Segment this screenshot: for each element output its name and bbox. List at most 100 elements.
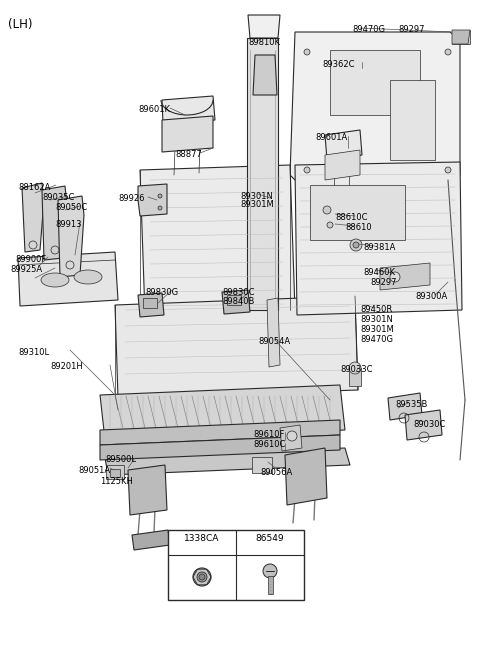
- Text: 89913: 89913: [55, 220, 82, 229]
- Text: 89033C: 89033C: [340, 365, 372, 374]
- Bar: [106, 465, 124, 479]
- Text: 89297: 89297: [370, 278, 396, 287]
- Text: 89601A: 89601A: [315, 133, 347, 142]
- Circle shape: [304, 167, 310, 173]
- Text: 89900F: 89900F: [15, 255, 46, 264]
- Circle shape: [304, 49, 310, 55]
- Polygon shape: [62, 242, 82, 280]
- Polygon shape: [452, 30, 470, 44]
- Text: 89201H: 89201H: [50, 362, 83, 371]
- Circle shape: [445, 167, 451, 173]
- Ellipse shape: [41, 273, 69, 287]
- Polygon shape: [290, 32, 460, 180]
- Text: 89301N: 89301N: [360, 315, 393, 324]
- Circle shape: [327, 222, 333, 228]
- Circle shape: [197, 572, 207, 582]
- Ellipse shape: [74, 270, 102, 284]
- Polygon shape: [42, 186, 67, 260]
- Bar: [452, 30, 470, 44]
- Polygon shape: [140, 165, 295, 315]
- Bar: [227, 295, 241, 305]
- Circle shape: [353, 242, 359, 248]
- Polygon shape: [222, 290, 250, 314]
- Text: 88877: 88877: [175, 150, 202, 159]
- Text: 1338CA: 1338CA: [184, 534, 220, 543]
- Text: 89610C: 89610C: [253, 440, 286, 449]
- Text: 89300A: 89300A: [415, 292, 447, 301]
- Text: 89301M: 89301M: [240, 200, 274, 209]
- Circle shape: [445, 49, 451, 55]
- Polygon shape: [247, 38, 278, 310]
- Polygon shape: [285, 448, 327, 505]
- Circle shape: [263, 564, 277, 578]
- Text: 88162A: 88162A: [18, 183, 50, 192]
- Polygon shape: [100, 385, 345, 440]
- Polygon shape: [325, 130, 362, 160]
- Bar: [349, 368, 361, 386]
- Polygon shape: [105, 448, 350, 475]
- Bar: [310, 185, 405, 240]
- Text: 89830G: 89830G: [145, 288, 178, 297]
- Circle shape: [349, 362, 361, 374]
- Bar: [168, 530, 304, 600]
- Text: 89610F: 89610F: [253, 430, 284, 439]
- Circle shape: [199, 574, 205, 580]
- Text: 89840B: 89840B: [222, 297, 254, 306]
- Text: 89050C: 89050C: [55, 203, 87, 212]
- Text: 89926: 89926: [118, 194, 144, 203]
- Polygon shape: [128, 465, 167, 515]
- Polygon shape: [58, 196, 84, 277]
- Text: 89301M: 89301M: [360, 325, 394, 334]
- Circle shape: [390, 272, 400, 282]
- Bar: [110, 469, 120, 477]
- Polygon shape: [253, 55, 277, 95]
- Bar: [143, 298, 157, 308]
- Polygon shape: [132, 530, 170, 550]
- Circle shape: [287, 431, 297, 441]
- Text: 89830C: 89830C: [222, 288, 254, 297]
- Bar: [330, 50, 420, 115]
- Circle shape: [323, 206, 331, 214]
- Text: 89381A: 89381A: [363, 243, 396, 252]
- Polygon shape: [138, 184, 167, 216]
- Text: 89500L: 89500L: [105, 455, 136, 464]
- Circle shape: [193, 568, 211, 586]
- Polygon shape: [388, 393, 422, 420]
- Text: 89470G: 89470G: [360, 335, 393, 344]
- Text: 89310L: 89310L: [18, 348, 49, 357]
- Bar: [390, 80, 435, 160]
- Text: 88610C: 88610C: [335, 213, 368, 222]
- Polygon shape: [248, 15, 280, 38]
- Text: 1125KH: 1125KH: [100, 477, 133, 486]
- Polygon shape: [267, 298, 280, 367]
- Polygon shape: [162, 96, 215, 124]
- Polygon shape: [162, 116, 213, 152]
- Text: 89056A: 89056A: [260, 468, 292, 477]
- Text: 89301N: 89301N: [240, 192, 273, 201]
- Text: 89450R: 89450R: [360, 305, 392, 314]
- Text: 89470G: 89470G: [352, 25, 385, 34]
- Text: 89925A: 89925A: [10, 265, 42, 274]
- Text: 88610: 88610: [345, 223, 372, 232]
- Circle shape: [350, 239, 362, 251]
- Text: 89810K: 89810K: [248, 38, 280, 47]
- Polygon shape: [380, 263, 430, 290]
- Text: 89362C: 89362C: [322, 60, 355, 69]
- Polygon shape: [138, 293, 164, 317]
- Text: 89030C: 89030C: [413, 420, 445, 429]
- Text: (LH): (LH): [8, 18, 33, 31]
- Polygon shape: [22, 183, 44, 252]
- Polygon shape: [405, 410, 442, 440]
- Bar: [252, 457, 272, 473]
- Text: 89535B: 89535B: [395, 400, 427, 409]
- Polygon shape: [18, 252, 118, 306]
- Circle shape: [158, 194, 162, 198]
- Text: 89051A: 89051A: [78, 466, 110, 475]
- Text: 89460K: 89460K: [363, 268, 395, 277]
- Polygon shape: [100, 420, 340, 445]
- Polygon shape: [295, 162, 462, 315]
- Polygon shape: [115, 296, 358, 398]
- Text: 89601K: 89601K: [138, 105, 170, 114]
- Text: 89297: 89297: [398, 25, 424, 34]
- Text: 86549: 86549: [256, 534, 284, 543]
